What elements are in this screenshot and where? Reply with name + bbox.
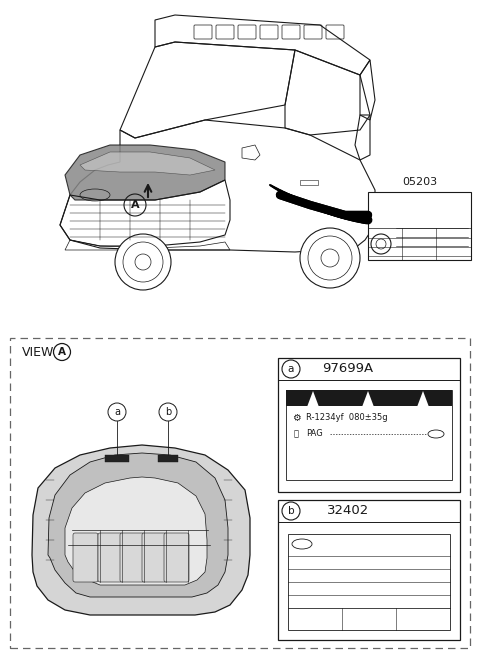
Circle shape — [300, 228, 360, 288]
Bar — [286, 390, 452, 480]
Bar — [105, 455, 129, 462]
Text: a: a — [114, 407, 120, 417]
Polygon shape — [307, 391, 319, 407]
Polygon shape — [65, 477, 207, 585]
Bar — [368, 192, 471, 260]
Text: 32402: 32402 — [327, 504, 369, 518]
FancyBboxPatch shape — [73, 533, 98, 582]
Text: 05203: 05203 — [402, 177, 437, 187]
Bar — [300, 180, 318, 185]
Bar — [278, 358, 460, 492]
Polygon shape — [65, 145, 225, 200]
Text: 97699A: 97699A — [323, 363, 373, 375]
Text: A: A — [131, 200, 139, 210]
Polygon shape — [417, 391, 429, 407]
Text: PAG: PAG — [306, 430, 323, 438]
Text: ⚙: ⚙ — [292, 413, 300, 423]
Text: 🛢: 🛢 — [293, 430, 299, 438]
Polygon shape — [80, 152, 215, 175]
Polygon shape — [48, 453, 228, 597]
Text: a: a — [288, 364, 294, 374]
Bar — [286, 390, 452, 406]
Bar — [158, 455, 178, 462]
Text: b: b — [288, 506, 294, 516]
Circle shape — [108, 403, 126, 421]
Polygon shape — [32, 445, 250, 615]
Circle shape — [115, 234, 171, 290]
Bar — [278, 500, 460, 640]
Polygon shape — [362, 391, 374, 407]
Bar — [288, 534, 450, 630]
Bar — [10, 338, 470, 648]
FancyBboxPatch shape — [164, 533, 189, 582]
FancyBboxPatch shape — [142, 533, 167, 582]
FancyBboxPatch shape — [120, 533, 145, 582]
Circle shape — [159, 403, 177, 421]
Text: VIEW: VIEW — [22, 346, 54, 358]
FancyBboxPatch shape — [98, 533, 123, 582]
Text: b: b — [165, 407, 171, 417]
Text: R-1234yf  080±35g: R-1234yf 080±35g — [306, 413, 388, 422]
Text: A: A — [58, 347, 66, 357]
